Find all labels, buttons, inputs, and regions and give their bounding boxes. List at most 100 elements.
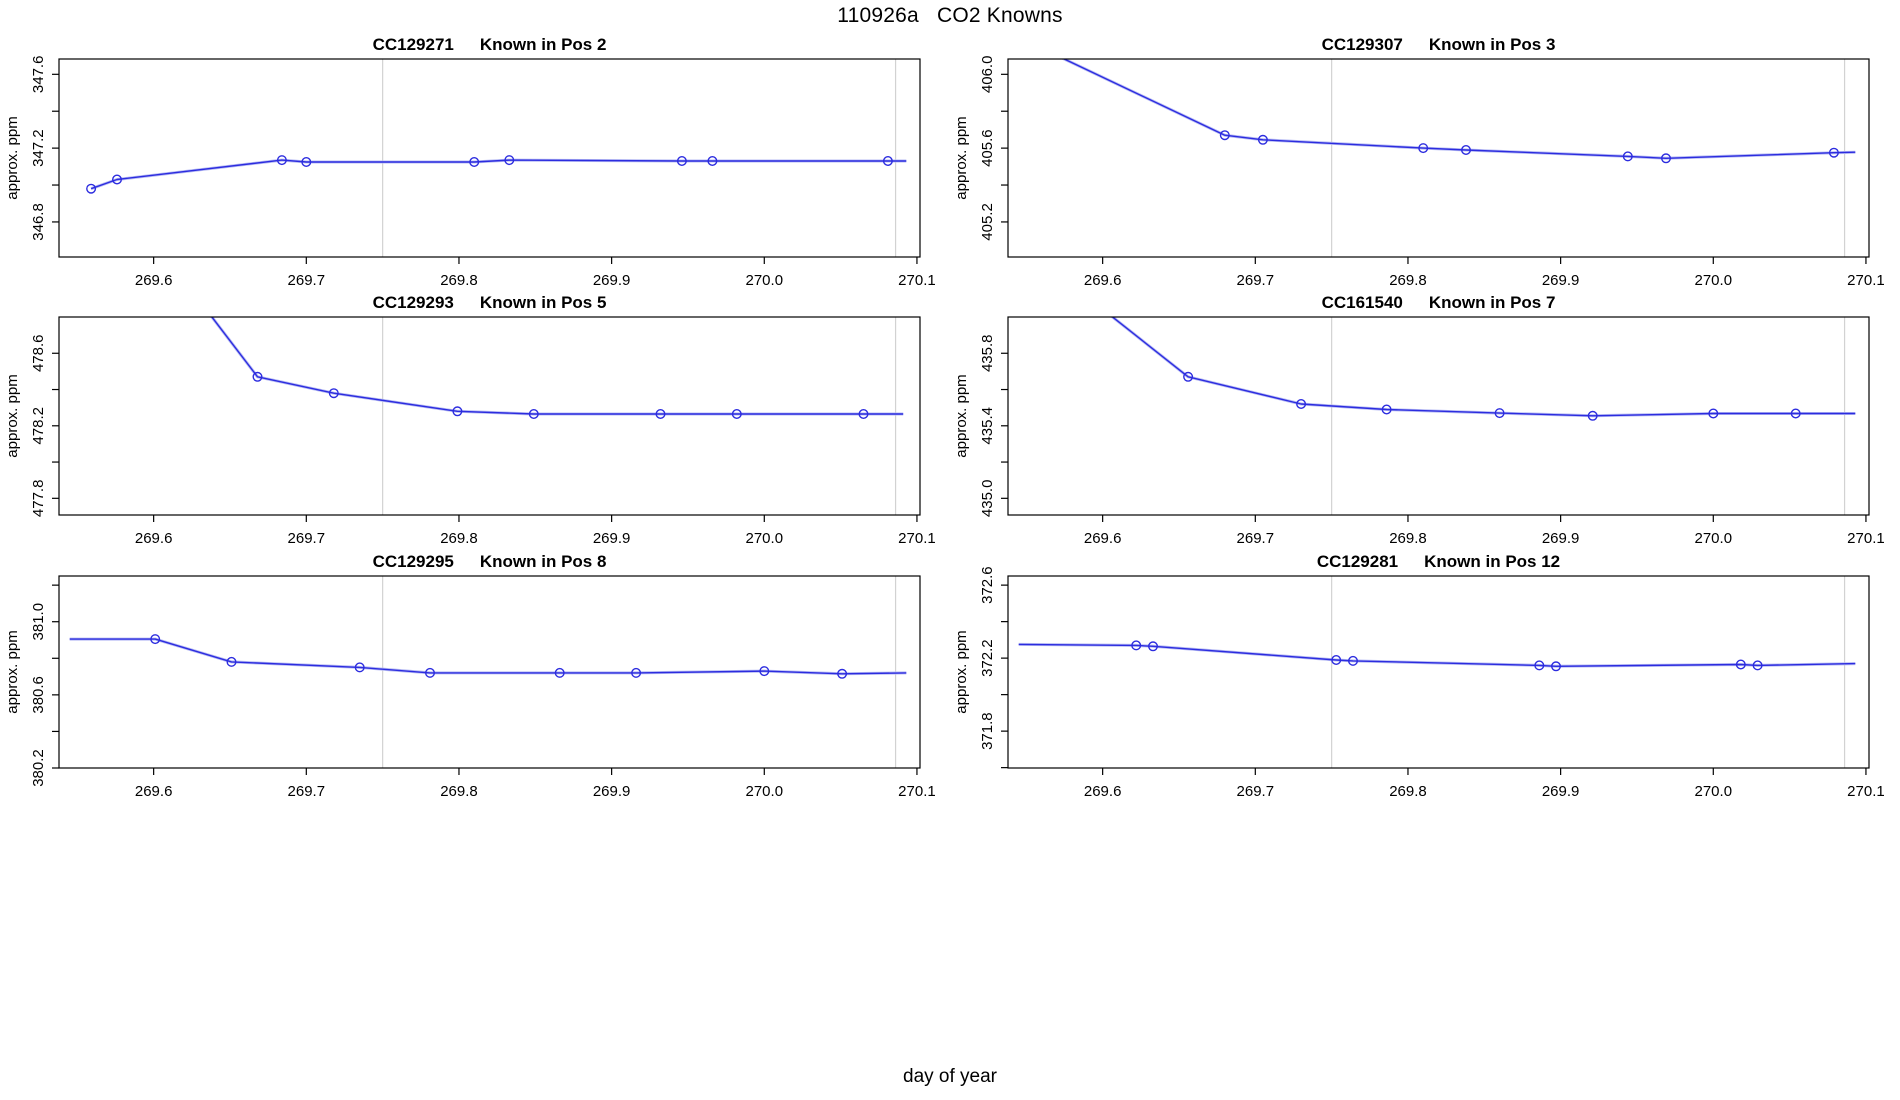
y-tick-label: 346.8 (30, 203, 47, 241)
data-point-marker (655, 409, 666, 420)
y-tick-label: 405.2 (979, 203, 996, 241)
x-tick-label: 270.0 (1695, 272, 1733, 289)
panel-title-position: Known in Pos 8 (480, 552, 607, 571)
smooth-fit-line (1060, 59, 1856, 160)
x-tick-label: 269.9 (1542, 530, 1580, 547)
x-tick-label: 270.1 (898, 272, 936, 289)
x-tick-label: 270.1 (1847, 783, 1885, 800)
data-point-marker (1494, 408, 1505, 419)
data-point-marker (1752, 660, 1763, 671)
x-tick-label: 269.7 (1237, 783, 1275, 800)
y-axis-label: approx. ppm (953, 116, 970, 199)
data-point-marker (1219, 130, 1230, 141)
panel-title-id: CC129293 (373, 293, 454, 312)
y-tick-label: 478.6 (30, 334, 47, 372)
panel-title-position: Known in Pos 7 (1429, 293, 1556, 312)
panel-title: CC129281 Known in Pos 12 (1317, 552, 1560, 571)
x-tick-label: 269.9 (1542, 272, 1580, 289)
panel-title: CC129307 Known in Pos 3 (1322, 35, 1556, 54)
data-point-marker (1587, 410, 1598, 421)
data-point-marker (882, 155, 893, 166)
x-tick-label: 269.6 (135, 272, 173, 289)
data-point-marker (425, 667, 436, 678)
y-axis-label: approx. ppm (953, 630, 970, 713)
page-title: 110926a CO2 Knowns (837, 4, 1063, 27)
x-tick-label: 270.0 (746, 783, 784, 800)
y-tick-label: 478.2 (30, 407, 47, 445)
smooth-fit-line (90, 158, 907, 191)
data-line (211, 317, 904, 415)
data-point-marker (1828, 147, 1839, 158)
y-tick-label: 406.0 (979, 56, 996, 94)
x-tick-label: 270.0 (1695, 783, 1733, 800)
y-tick-label: 371.8 (979, 712, 996, 750)
data-point-marker (1790, 408, 1801, 419)
y-tick-label: 380.6 (30, 676, 47, 714)
y-tick-label: 372.2 (979, 639, 996, 677)
data-point-marker (226, 656, 237, 667)
x-tick-label: 269.9 (1542, 783, 1580, 800)
data-point-marker (1347, 655, 1358, 666)
panel-title-position: Known in Pos 12 (1424, 552, 1560, 571)
data-point-marker (111, 174, 122, 185)
data-point-marker (354, 662, 365, 673)
data-point-marker (504, 155, 515, 166)
x-tick-label: 269.6 (1084, 783, 1122, 800)
data-point-marker (837, 668, 848, 679)
x-tick-label: 269.7 (288, 272, 326, 289)
y-axis-label: approx. ppm (4, 116, 21, 199)
data-point-marker (276, 155, 287, 166)
x-tick-label: 269.8 (440, 530, 478, 547)
x-tick-label: 269.7 (1237, 530, 1275, 547)
panel-CC129295: 380.2 380.6 381.0 269.6 269.7 269.8 269.9 270.0… (4, 552, 936, 800)
panel-title-position: Known in Pos 5 (480, 293, 607, 312)
plot-box (58, 58, 921, 258)
panel-CC129307: 405.2 405.6 406.0 269.6 269.7 269.8 269.9 270.0… (953, 35, 1885, 289)
data-point-marker (1550, 661, 1561, 672)
data-line (1111, 317, 1856, 417)
data-point-marker (1622, 151, 1633, 162)
y-axis-label: approx. ppm (4, 630, 21, 713)
plot-box (1007, 58, 1870, 258)
x-tick-label: 269.9 (593, 783, 631, 800)
x-tick-label: 270.1 (898, 783, 936, 800)
panel-title-id: CC129295 (373, 552, 454, 571)
data-point-marker (1418, 143, 1429, 154)
data-point-marker (452, 406, 463, 417)
y-tick-label: 347.2 (30, 129, 47, 167)
plot-box (58, 316, 921, 516)
x-tick-label: 269.8 (440, 783, 478, 800)
x-tick-label: 269.6 (1084, 272, 1122, 289)
x-tick-label: 269.8 (440, 272, 478, 289)
y-tick-label: 435.4 (979, 407, 996, 445)
data-line (1018, 643, 1856, 667)
y-axis-label: approx. ppm (953, 374, 970, 457)
data-point-marker (1708, 408, 1719, 419)
x-tick-label: 270.1 (898, 530, 936, 547)
y-tick-label: 380.2 (30, 749, 47, 787)
data-point-marker (676, 155, 687, 166)
y-tick-label: 405.6 (979, 129, 996, 167)
x-tick-label: 270.1 (1847, 272, 1885, 289)
panel-title-position: Known in Pos 2 (480, 35, 607, 54)
x-axis-outer-label: day of year (903, 1066, 997, 1087)
plot-box (58, 575, 921, 769)
panel-CC129271: 346.8 347.2 347.6 269.6 269.7 269.8 269.9 270.0… (4, 35, 936, 289)
x-tick-label: 270.0 (1695, 530, 1733, 547)
panel-CC129293: 477.8 478.2 478.6 269.6 269.7 269.8 269.9 270.0… (4, 293, 936, 547)
data-point-marker (252, 371, 263, 382)
plot-box (1007, 575, 1870, 769)
x-tick-label: 269.8 (1389, 530, 1427, 547)
data-point-marker (1257, 134, 1268, 145)
panel-title: CC129271 Known in Pos 2 (373, 35, 607, 54)
y-tick-label: 347.6 (30, 56, 47, 94)
x-tick-label: 270.0 (746, 530, 784, 547)
panel-CC161540: 435.0 435.4 435.8 269.6 269.7 269.8 269.9 270.0… (953, 293, 1885, 547)
data-line (1062, 59, 1856, 160)
x-tick-label: 270.0 (746, 272, 784, 289)
panel-title-id: CC161540 (1322, 293, 1403, 312)
data-line (69, 638, 907, 675)
data-point-marker (328, 388, 339, 399)
data-point-marker (707, 155, 718, 166)
